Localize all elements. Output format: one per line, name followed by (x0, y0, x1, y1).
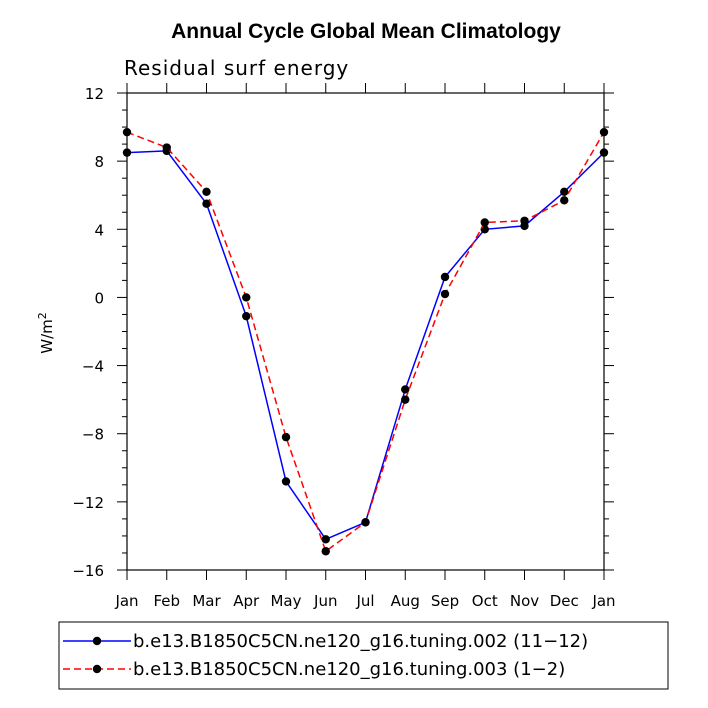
data-point (440, 289, 450, 299)
chart-title: Annual Cycle Global Mean Climatology (171, 20, 561, 43)
x-tick-label: Jul (355, 592, 374, 610)
y-tick-label: −4 (82, 358, 104, 376)
x-tick-label: Oct (472, 592, 498, 610)
x-tick-label: Jan (591, 592, 615, 610)
y-tick-label: 12 (85, 85, 104, 103)
data-point (401, 395, 410, 404)
plot-series (122, 127, 609, 556)
data-point (242, 311, 251, 321)
y-tick-label: −12 (72, 494, 104, 512)
y-tick-label: −8 (82, 426, 104, 444)
data-point (361, 518, 370, 527)
series-line (126, 131, 605, 553)
data-point (321, 547, 330, 556)
data-point (401, 385, 410, 394)
data-point (281, 477, 291, 486)
plot-frame (126, 92, 605, 571)
data-point (520, 216, 529, 225)
tick-labels: −16 −12 −8 −4 0 4 8 12 Jan Feb Mar Apr May Jun Jul Aug S… (72, 85, 615, 610)
data-point (162, 143, 171, 152)
legend-box (58, 621, 669, 690)
x-tick-label: Mar (192, 592, 221, 610)
x-tick-label: Feb (153, 592, 180, 610)
y-axis-label: W/m2 (36, 312, 56, 354)
legend: b.e13.B1850C5CN.ne120_g16.tuning.002 (11… (58, 621, 669, 690)
x-tick-label: Jun (313, 592, 337, 610)
data-point (202, 187, 211, 197)
x-tick-label: Jan (114, 592, 138, 610)
y-tick-label: 4 (94, 221, 104, 239)
data-point (242, 293, 251, 302)
x-tick-label: Apr (233, 592, 260, 610)
x-tick-label: Sep (431, 592, 459, 610)
data-point (560, 187, 569, 197)
data-point (440, 272, 450, 282)
legend-marker (92, 636, 102, 646)
data-point (281, 432, 291, 442)
data-point (560, 196, 569, 205)
chart-subtitle: Residual surf energy (124, 56, 349, 80)
y-axis-label-text: W/m (38, 319, 56, 354)
legend-entry-label: b.e13.B1850C5CN.ne120_g16.tuning.002 (11… (133, 631, 588, 652)
x-tick-label: Nov (510, 592, 539, 610)
series-line (126, 150, 605, 541)
axis-ticks (117, 83, 614, 580)
y-tick-label: 0 (94, 289, 104, 307)
y-tick-label: 8 (94, 153, 104, 171)
data-point (480, 218, 489, 227)
y-tick-label: −16 (72, 562, 104, 580)
y-axis-label-superscript: 2 (36, 312, 49, 319)
legend-entry-label: b.e13.B1850C5CN.ne120_g16.tuning.003 (1−… (133, 659, 565, 680)
x-tick-label: Aug (391, 592, 420, 610)
svg-text:W/m2: W/m2 (36, 312, 56, 354)
x-tick-label: Dec (550, 592, 579, 610)
data-point (321, 535, 330, 544)
x-tick-label: May (270, 592, 301, 610)
data-point (202, 199, 211, 208)
legend-marker (92, 664, 102, 674)
